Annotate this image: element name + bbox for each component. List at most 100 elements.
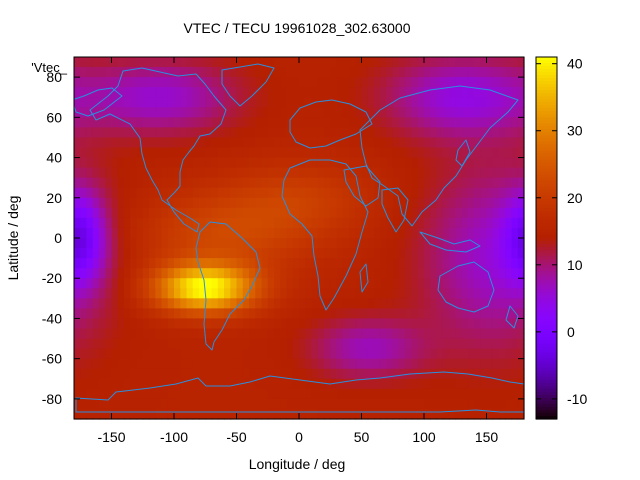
heatmap-cell: [305, 268, 313, 279]
heatmap-cell: [280, 227, 288, 239]
heatmap-cell: [386, 107, 394, 118]
x-tick-label: -100: [160, 429, 188, 445]
heatmap-cell: [455, 388, 463, 400]
heatmap-cell: [99, 258, 106, 269]
heatmap-cell: [286, 157, 294, 169]
heatmap-cell: [367, 77, 375, 88]
heatmap-cell: [180, 197, 188, 209]
heatmap-cell: [349, 358, 356, 370]
heatmap-cell: [236, 348, 244, 360]
heatmap-cell: [111, 187, 119, 199]
heatmap-cell: [486, 328, 494, 340]
heatmap-cell: [105, 207, 113, 219]
heatmap-cell: [449, 177, 456, 189]
colorbar-step: [536, 171, 557, 176]
heatmap-cell: [330, 67, 338, 78]
heatmap-cell: [442, 318, 450, 330]
heatmap-cell: [361, 157, 369, 169]
heatmap-cell: [174, 197, 181, 209]
heatmap-cell: [155, 238, 163, 249]
heatmap-cell: [130, 268, 138, 279]
heatmap-cell: [442, 328, 450, 340]
heatmap-cell: [336, 248, 344, 259]
colorbar-step: [536, 60, 557, 64]
heatmap-cell: [286, 238, 294, 249]
heatmap-cell: [355, 398, 363, 410]
heatmap-cell: [124, 157, 131, 169]
heatmap-cell: [386, 238, 394, 249]
heatmap-cell: [374, 127, 381, 139]
heatmap-cell: [392, 368, 400, 380]
heatmap-cell: [155, 348, 163, 360]
heatmap-cell: [192, 187, 200, 199]
heatmap-cell: [192, 207, 200, 219]
heatmap-cell: [449, 318, 456, 330]
heatmap-cell: [299, 167, 306, 179]
heatmap-cell: [492, 308, 500, 320]
heatmap-cell: [386, 147, 394, 159]
heatmap-cell: [217, 298, 225, 309]
heatmap-cell: [92, 137, 100, 149]
heatmap-cell: [305, 258, 313, 269]
colorbar-step: [536, 370, 557, 375]
heatmap-cell: [299, 57, 306, 68]
heatmap-cell: [130, 338, 138, 350]
heatmap-cell: [324, 248, 331, 259]
colorbar-step: [536, 183, 557, 188]
y-tick-label: 0: [54, 230, 62, 246]
heatmap-cell: [505, 278, 513, 289]
heatmap-cell: [292, 227, 300, 239]
heatmap-cell: [505, 288, 513, 299]
heatmap-cell: [174, 278, 181, 289]
heatmap-cell: [174, 157, 181, 169]
heatmap-cell: [286, 87, 294, 98]
heatmap-cell: [205, 227, 213, 239]
heatmap-cell: [224, 298, 231, 309]
heatmap-cell: [249, 127, 256, 139]
heatmap-cell: [167, 338, 175, 350]
heatmap-cell: [224, 167, 231, 179]
heatmap-cell: [280, 187, 288, 199]
heatmap-cell: [499, 378, 506, 390]
heatmap-cell: [499, 278, 506, 289]
heatmap-cell: [486, 338, 494, 350]
heatmap-cell: [374, 87, 381, 98]
heatmap-cell: [236, 167, 244, 179]
heatmap-cell: [174, 177, 181, 189]
heatmap-cell: [486, 238, 494, 249]
heatmap-cell: [467, 157, 475, 169]
heatmap-cell: [255, 278, 263, 289]
heatmap-cell: [92, 248, 100, 259]
colorbar-step: [536, 192, 557, 197]
heatmap-cell: [255, 207, 263, 219]
heatmap-cell: [430, 258, 438, 269]
heatmap-cell: [149, 238, 156, 249]
heatmap-cell: [392, 278, 400, 289]
heatmap-cell: [336, 308, 344, 320]
heatmap-cell: [392, 408, 400, 420]
heatmap-cell: [155, 368, 163, 380]
heatmap-cell: [336, 348, 344, 360]
heatmap-cell: [111, 137, 119, 149]
heatmap-cell: [249, 87, 256, 98]
heatmap-cell: [161, 197, 169, 209]
heatmap-cell: [442, 147, 450, 159]
heatmap-cell: [467, 97, 475, 108]
heatmap-cell: [455, 378, 463, 390]
heatmap-cell: [336, 318, 344, 330]
heatmap-cell: [449, 137, 456, 149]
heatmap-cell: [111, 107, 119, 118]
heatmap-cell: [142, 197, 150, 209]
heatmap-cell: [405, 87, 413, 98]
heatmap-cell: [180, 278, 188, 289]
heatmap-cell: [86, 358, 94, 370]
heatmap-cell: [467, 308, 475, 320]
heatmap-cell: [367, 278, 375, 289]
heatmap-cell: [230, 167, 238, 179]
heatmap-cell: [424, 268, 431, 279]
heatmap-cell: [292, 238, 300, 249]
heatmap-cell: [455, 117, 463, 128]
heatmap-cell: [261, 127, 269, 139]
heatmap-cell: [392, 157, 400, 169]
heatmap-cell: [86, 97, 94, 108]
